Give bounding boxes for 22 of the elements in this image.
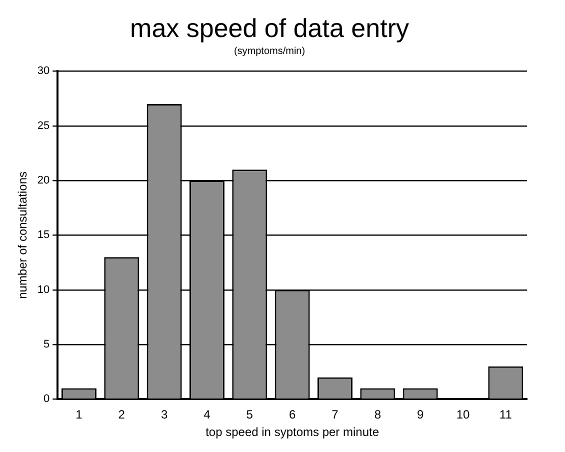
chart-title: max speed of data entry: [130, 12, 409, 43]
x-tick-label: 4: [204, 408, 211, 422]
y-tick-label: 10: [37, 284, 50, 296]
x-tick-label: 7: [332, 408, 339, 422]
x-tick-label: 5: [246, 408, 254, 422]
y-tick-label: 5: [44, 338, 50, 351]
x-tick-label: 10: [456, 408, 470, 422]
y-tick-label: 25: [37, 120, 50, 132]
y-tick-label: 20: [37, 174, 50, 187]
x-axis-title: top speed in syptoms per minute: [206, 425, 380, 440]
x-tick-label: 3: [160, 408, 168, 422]
chart-subtitle: (symptoms/min): [234, 46, 306, 57]
x-tick-label: 6: [288, 408, 296, 422]
y-axis-title: number of consultations: [16, 171, 30, 299]
x-tick-label: 2: [118, 408, 126, 422]
y-tick-label: 15: [37, 229, 50, 242]
x-tick-label: 9: [416, 408, 424, 422]
x-tick-label: 1: [76, 408, 83, 422]
y-tick-label: 30: [37, 65, 50, 78]
x-tick-label: 8: [374, 408, 382, 422]
x-tick-label: 11: [499, 408, 512, 422]
y-tick-label: 0: [44, 393, 50, 406]
